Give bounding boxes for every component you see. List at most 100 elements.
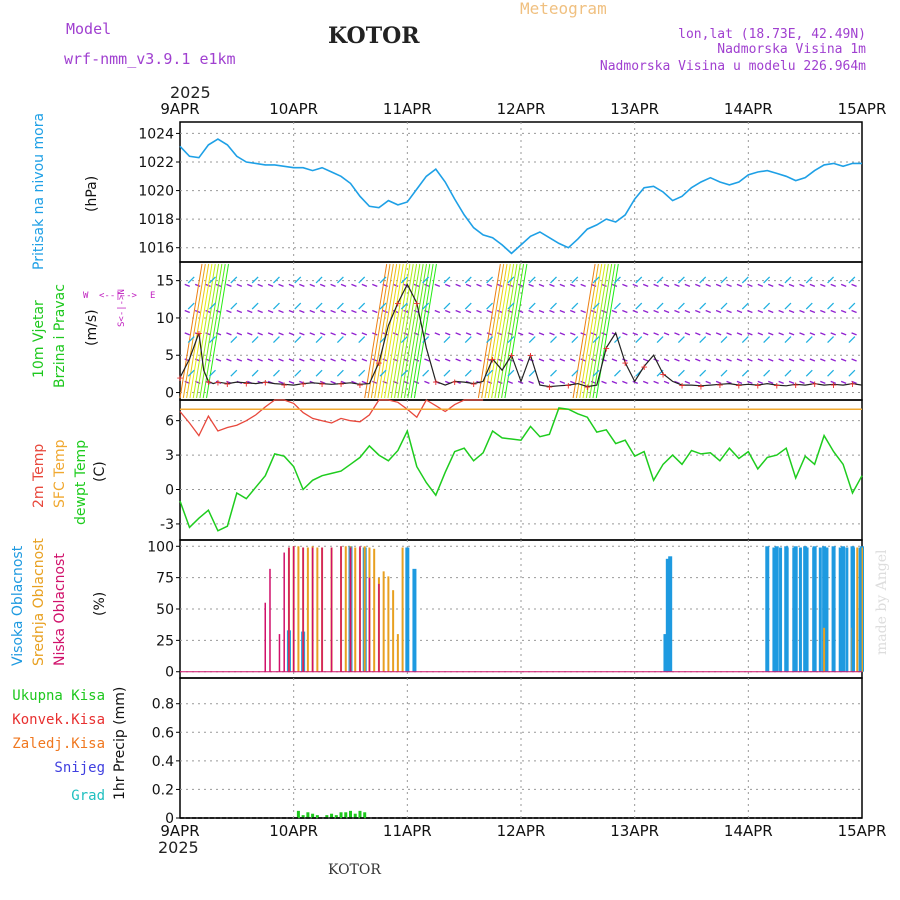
wind-barb (465, 309, 472, 314)
wind-barb (340, 358, 347, 362)
cloud-bar-high (798, 547, 802, 672)
wind-barb (288, 332, 295, 336)
wind-barb (294, 369, 302, 377)
wind-barb (247, 309, 253, 314)
x-tick-label-top: 14APR (724, 100, 773, 118)
wind-barb (830, 283, 836, 287)
wind-barb (592, 276, 600, 284)
wind-barb (684, 332, 691, 336)
wind-barb (778, 309, 784, 314)
wind-barb (736, 283, 743, 287)
wind-barb (236, 309, 243, 314)
panel-frame (179, 121, 863, 263)
wind-barb (476, 358, 482, 362)
model-label: Model (66, 20, 111, 38)
wind-barb (747, 309, 753, 314)
wind-barb (443, 302, 451, 310)
wind-barb (464, 276, 472, 284)
x-tick-label-bottom: 13APR (610, 822, 659, 840)
wind-barb (653, 332, 659, 336)
wind-barb (294, 336, 302, 344)
wind-barb (187, 302, 195, 310)
wind-barb (465, 358, 472, 362)
y-tick-label: 6 (165, 414, 174, 430)
wind-barb (413, 380, 420, 384)
wind-barb (336, 276, 344, 284)
y-tick-label: 0.4 (152, 754, 174, 770)
wind-barb (592, 263, 616, 399)
wind-barb (778, 283, 784, 287)
wind-gust-marker: + (679, 379, 686, 392)
wind-barb (315, 369, 323, 377)
wind-barb (455, 358, 461, 362)
wind-barb (315, 302, 323, 310)
wind-barb (236, 283, 243, 287)
wind-barb (757, 358, 764, 362)
wind-gust-marker: + (489, 353, 496, 366)
cloud-bar-high (668, 556, 673, 672)
wind-barb (257, 332, 263, 336)
y-tick-label: 1022 (138, 155, 174, 171)
wind-barb (517, 358, 524, 362)
year-top: 2025 (170, 83, 211, 102)
temp-dewpt-line (179, 407, 863, 532)
wind-barb (361, 332, 368, 336)
wind-barb (379, 302, 387, 310)
wind-barb (763, 302, 771, 310)
wind-barb (705, 332, 711, 336)
wind-barb (635, 276, 643, 284)
wind-barb (319, 380, 326, 384)
wind-barb (684, 309, 691, 314)
wind-barb (827, 336, 835, 344)
wind-barb (549, 283, 555, 287)
wind-barb (507, 380, 513, 384)
wind-gust-marker: + (565, 379, 572, 392)
wind-barb (501, 263, 525, 399)
wind-barb (677, 276, 685, 284)
wind-barb (799, 283, 805, 287)
wind-barb (226, 358, 232, 362)
wind-gust-marker: + (205, 375, 212, 388)
wind-barb (251, 302, 259, 310)
wind-barb (767, 358, 774, 362)
wind-barb (476, 332, 482, 336)
wind-gust-marker: + (432, 375, 439, 388)
cloud-bar-low (340, 546, 342, 672)
wind-barb (528, 302, 536, 310)
cloud-bar-low (292, 546, 295, 672)
wind-barb (741, 276, 749, 284)
wind-barb (580, 358, 586, 362)
wind-gust-marker: + (357, 378, 364, 391)
cloud-bar-high (774, 546, 779, 672)
precip-bar (349, 810, 352, 818)
wind-barb (424, 283, 430, 287)
wind-barb (288, 309, 295, 314)
wind-barb (720, 369, 728, 377)
wind-barb (528, 336, 536, 344)
precip-bar (315, 815, 319, 818)
wind-barb (226, 332, 232, 336)
cloud-title-3: Niska Oblacnost (52, 553, 68, 666)
wind-barb (726, 380, 732, 384)
wind-barb (299, 358, 305, 362)
cloud-bar-mid (306, 547, 309, 672)
x-tick-label-top: 9APR (160, 100, 199, 118)
wind-barb (507, 276, 515, 284)
y-tick-label: 0.2 (152, 782, 174, 798)
wind-barb (736, 358, 743, 362)
wind-barb (622, 309, 628, 314)
wind-barb (592, 369, 600, 377)
wind-barb (840, 380, 847, 384)
wind-barb (592, 336, 600, 344)
cloud-bar-high (765, 547, 769, 672)
wind-barb (372, 309, 378, 314)
wind-gust-marker: + (470, 378, 477, 391)
wind-barb (848, 336, 856, 344)
wind-barb (444, 283, 451, 287)
wind-barb (571, 276, 579, 284)
wind-barb (632, 283, 639, 287)
wind-barb (809, 332, 816, 336)
wind-barb (674, 309, 680, 314)
wind-barb (299, 309, 305, 314)
wind-barb (571, 336, 579, 344)
